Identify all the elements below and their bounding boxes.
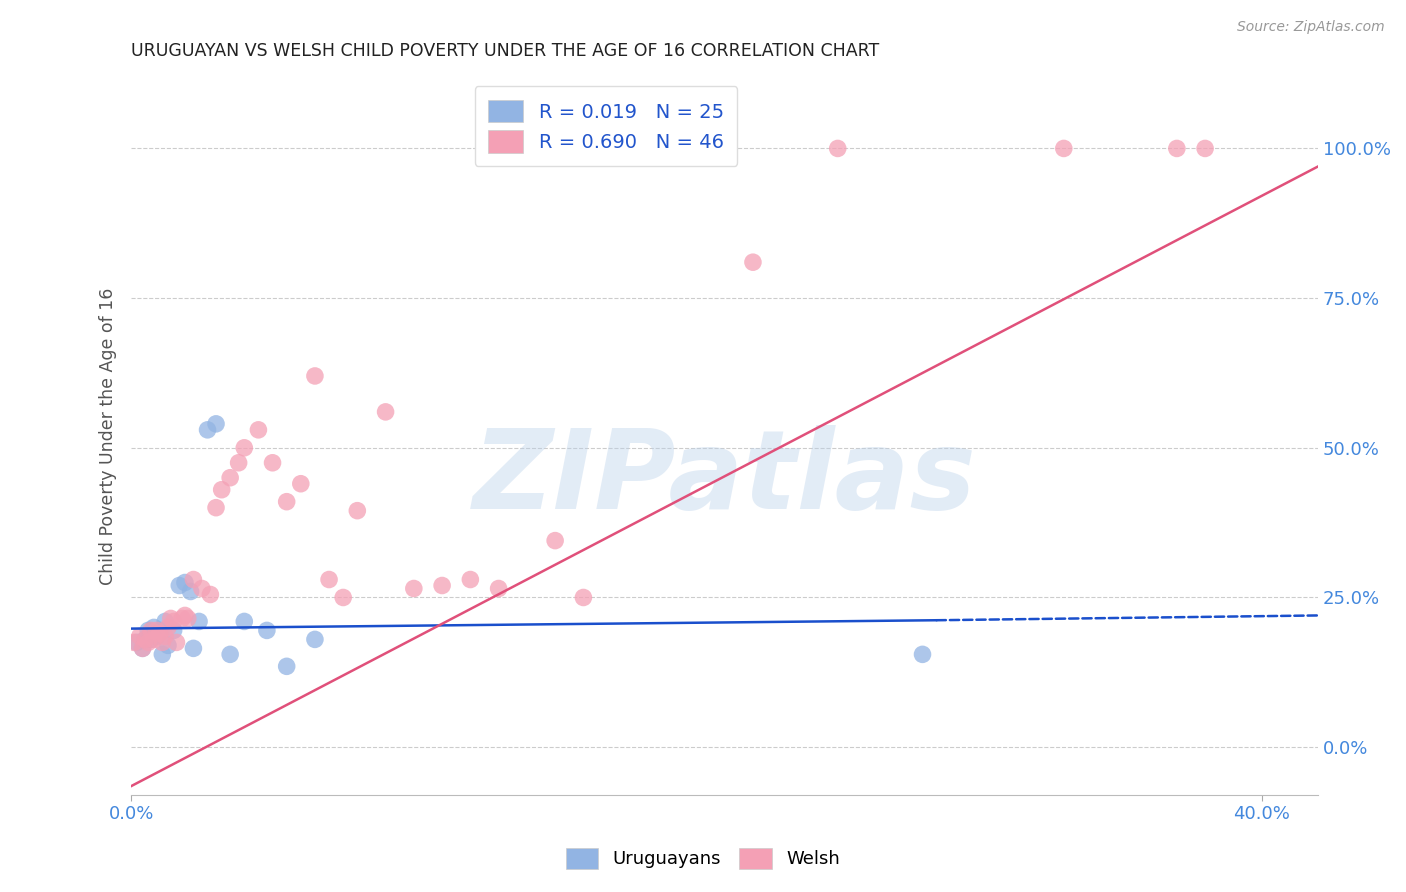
Point [122,635,145,649]
Point [332,591,354,605]
Point [183,573,205,587]
Point [128,629,150,643]
Point [304,368,326,383]
Point [200,587,222,601]
Legend: R = 0.019   N = 25, R = 0.690   N = 46: R = 0.019 N = 25, R = 0.690 N = 46 [475,87,738,166]
Point [346,503,368,517]
Point [177,611,200,625]
Point [211,483,233,497]
Point [142,620,165,634]
Point [572,591,595,605]
Point [139,624,162,638]
Point [460,573,482,587]
Point [174,608,197,623]
Point [228,456,250,470]
Point [430,578,453,592]
Point [256,624,278,638]
Point [219,648,242,662]
Point [276,659,298,673]
Point [1053,141,1076,155]
Point [131,641,153,656]
Point [1194,141,1216,155]
Point [142,632,165,647]
Point [159,611,181,625]
Point [262,456,284,470]
Text: URUGUAYAN VS WELSH CHILD POVERTY UNDER THE AGE OF 16 CORRELATION CHART: URUGUAYAN VS WELSH CHILD POVERTY UNDER T… [131,42,880,60]
Point [233,441,256,455]
Point [742,255,765,269]
Point [174,575,197,590]
Point [136,635,159,649]
Point [191,582,214,596]
Point [169,578,191,592]
Point [290,476,312,491]
Text: ZIPatlas: ZIPatlas [472,425,977,533]
Point [125,635,148,649]
Point [131,641,153,656]
Point [1166,141,1188,155]
Point [145,624,167,638]
Point [180,584,202,599]
Point [166,635,188,649]
Point [219,471,242,485]
Point [233,615,256,629]
Point [197,423,219,437]
Point [148,626,170,640]
Point [318,573,340,587]
Point [205,417,228,431]
Point [188,615,211,629]
Point [162,624,184,638]
Point [205,500,228,515]
Text: Source: ZipAtlas.com: Source: ZipAtlas.com [1237,20,1385,34]
Point [136,624,159,638]
Point [134,632,156,647]
Y-axis label: Child Poverty Under the Age of 16: Child Poverty Under the Age of 16 [100,287,117,584]
Point [374,405,396,419]
Point [145,629,167,643]
Point [172,611,194,625]
Point [544,533,567,548]
Point [276,494,298,508]
Point [150,648,173,662]
Point [153,615,176,629]
Point [827,141,849,155]
Point [162,615,184,629]
Legend: Uruguayans, Welsh: Uruguayans, Welsh [558,840,848,876]
Point [911,648,934,662]
Point [488,582,510,596]
Point [150,635,173,649]
Point [304,632,326,647]
Point [402,582,425,596]
Point [156,639,179,653]
Point [183,641,205,656]
Point [134,632,156,647]
Point [148,624,170,638]
Point [156,620,179,634]
Point [247,423,270,437]
Point [153,629,176,643]
Point [139,632,162,647]
